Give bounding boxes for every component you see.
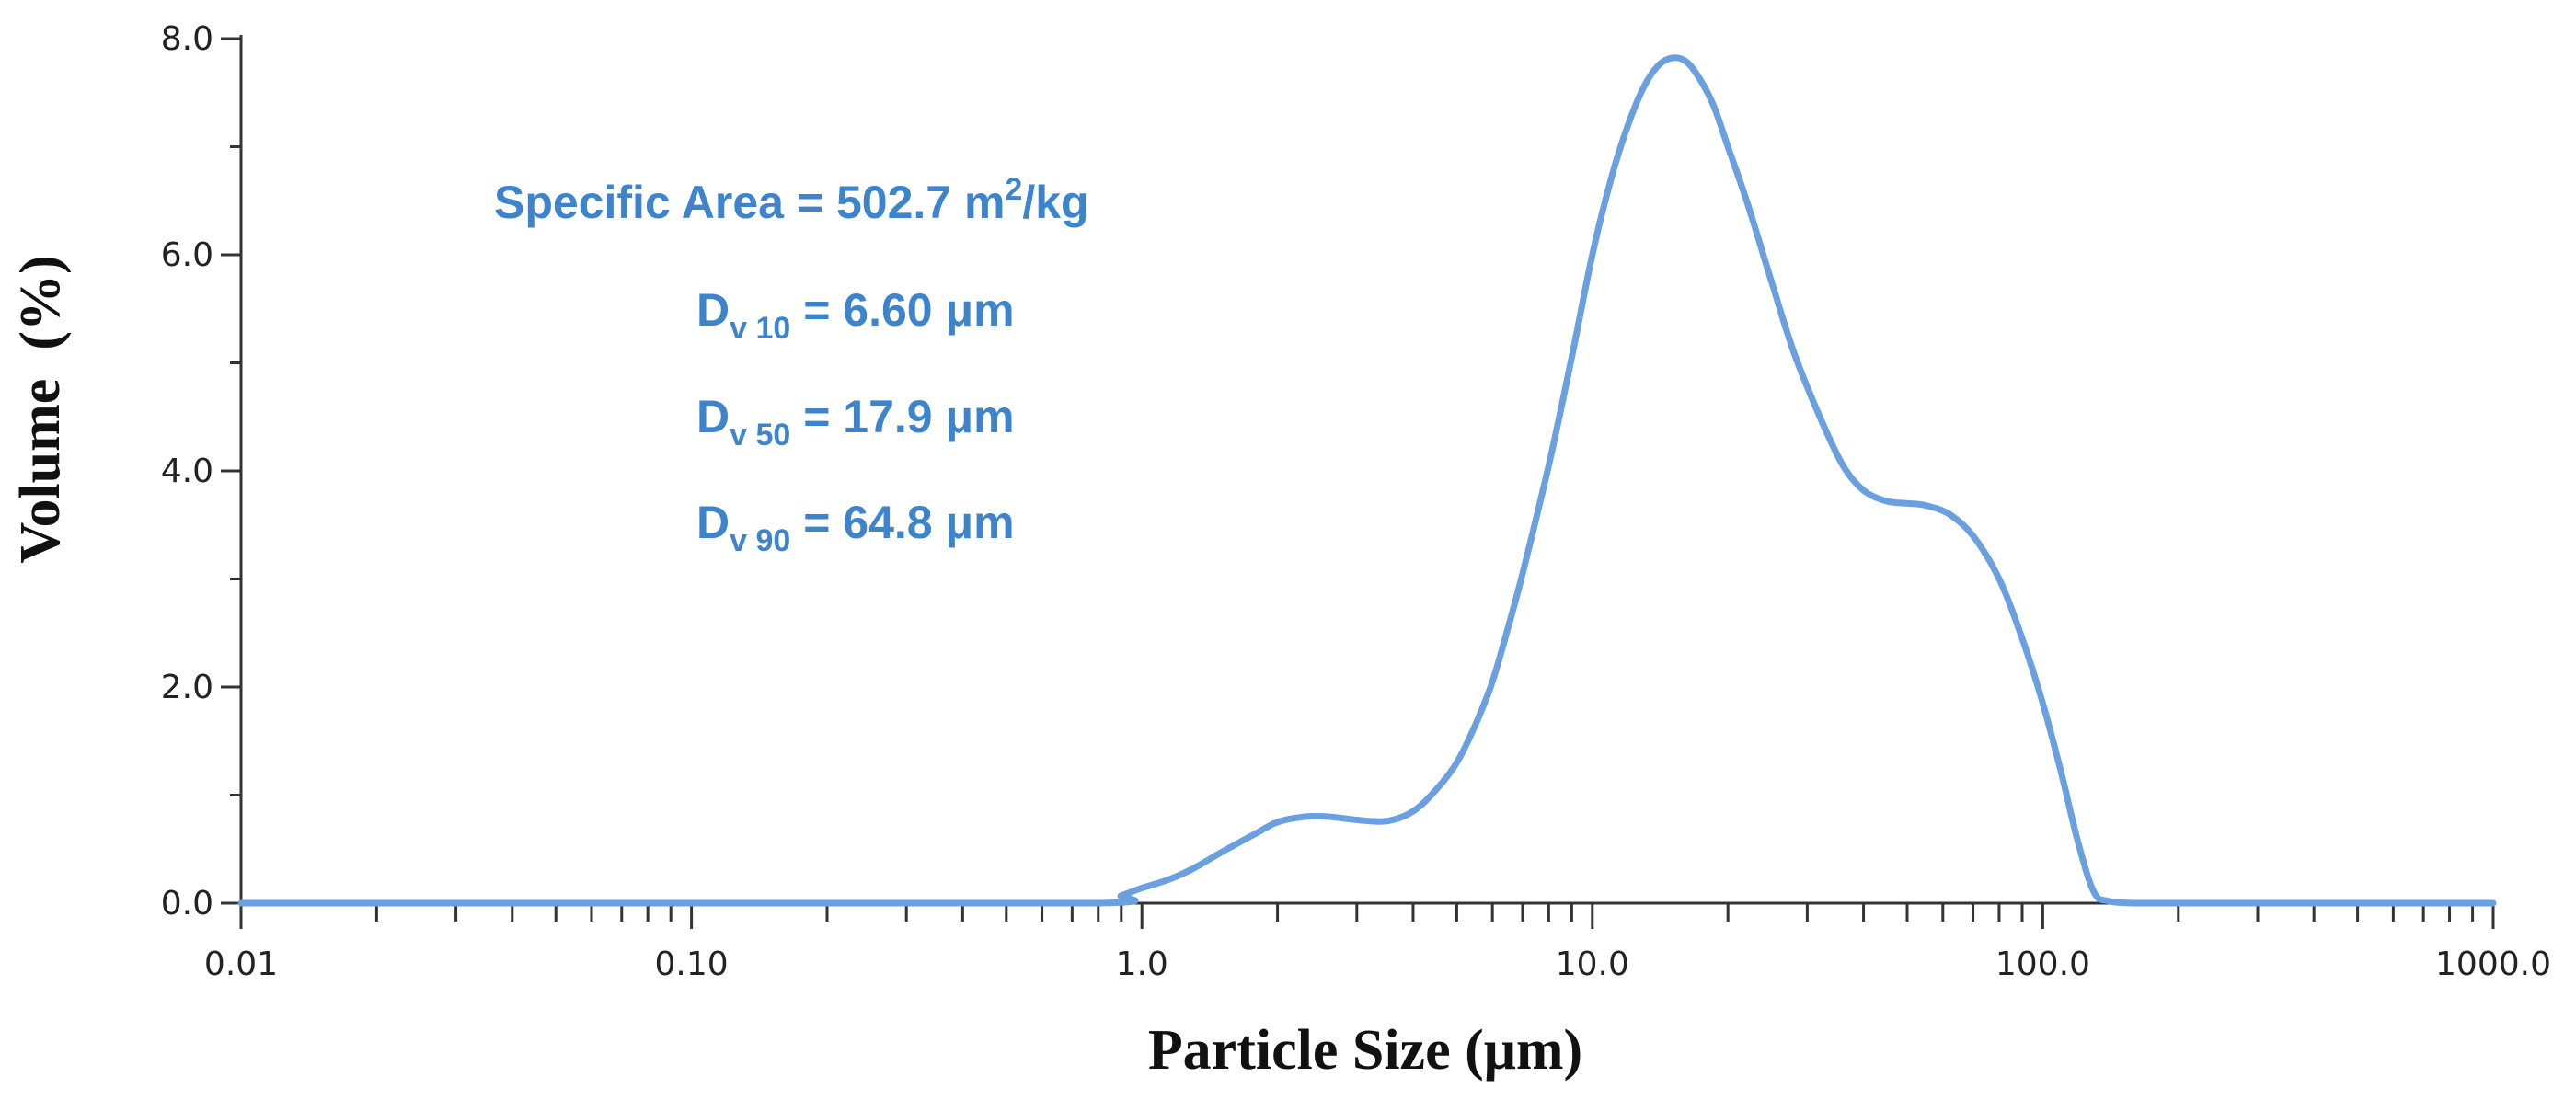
y-tick-label: 2.0 [161,669,213,706]
dv10-value: = 6.60 μm [790,284,1014,336]
x-tick-label: 10.0 [1556,945,1629,983]
y-tick-labels: 0.0 2.0 4.0 6.0 8.0 [161,20,213,922]
volume-distribution-line [237,54,2497,907]
dv90-annotation: Dv 90 = 64.8 μm [696,497,1015,558]
dv50-value: = 17.9 μm [790,391,1014,442]
annotations: Specific Area = 502.7 m2/kg Dv 10 = 6.60… [494,172,1089,558]
dv50-main: D [696,391,730,442]
specific-area-suffix: /kg [1022,177,1088,228]
y-axis-title: Volume (%) [9,255,72,563]
dv10-annotation: Dv 10 = 6.60 μm [696,284,1015,346]
x-tick-labels: 0.01 0.10 1.0 10.0 100.0 1000.0 [204,945,2551,983]
x-tick-label: 100.0 [1995,945,2090,983]
x-tick-label: 1.0 [1116,945,1168,983]
y-tick-label: 8.0 [161,20,213,58]
specific-area-sup: 2 [1005,172,1022,207]
dv50-sub: v 50 [730,418,790,453]
axes [239,35,2493,905]
y-tick-marks [221,37,241,905]
y-tick-label: 6.0 [161,236,213,274]
x-tick-marks [239,903,2495,929]
dv90-value: = 64.8 μm [790,497,1014,548]
x-tick-label: 0.01 [204,945,278,983]
y-tick-label: 0.0 [161,885,213,922]
dv50-annotation: Dv 50 = 17.9 μm [696,391,1015,453]
x-tick-label: 0.10 [655,945,729,983]
dv10-main: D [696,284,730,336]
x-tick-label: 1000.0 [2435,945,2551,983]
dv90-main: D [696,497,730,548]
dv10-sub: v 10 [730,311,790,346]
specific-area-prefix: Specific Area = 502.7 m [494,177,1005,228]
dv90-sub: v 90 [730,523,790,558]
specific-area-annotation: Specific Area = 502.7 m2/kg [494,172,1089,228]
x-axis-title: Particle Size (μm) [1148,1019,1582,1082]
y-tick-label: 4.0 [161,453,213,490]
